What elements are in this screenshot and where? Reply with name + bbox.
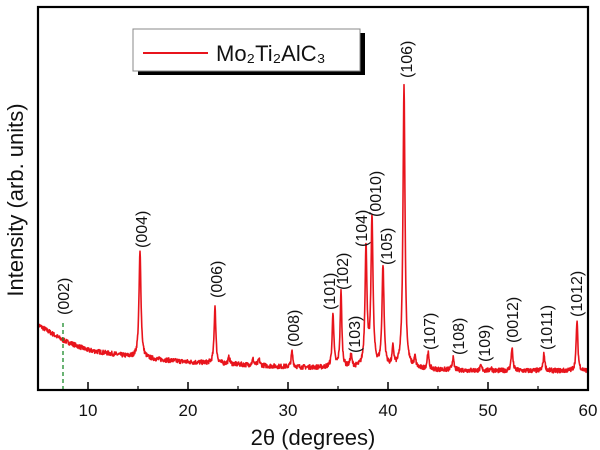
- peak-label: (004): [134, 211, 151, 248]
- peak-marker: [350, 355, 352, 357]
- plot-area: (004) (006) (008) (101)(102) (103) (104)(0010…: [37, 41, 589, 390]
- peak-label: (103): [347, 316, 364, 353]
- peak-marker: [490, 367, 492, 369]
- peak-label: (101): [322, 273, 339, 310]
- x-axis-title: 2θ (degrees): [251, 425, 376, 450]
- peak-marker: [576, 320, 578, 322]
- peak-marker: [214, 305, 216, 307]
- peak-label: (0010): [368, 171, 385, 217]
- peak-marker: [543, 353, 545, 355]
- peak-marker: [139, 251, 141, 253]
- peak-marker: [382, 266, 384, 268]
- peak-label: (102): [335, 253, 352, 290]
- peak-label: (006): [209, 261, 226, 298]
- peak-label: (105): [379, 228, 396, 265]
- legend-box: [132, 28, 361, 72]
- peak-marker: [365, 249, 367, 251]
- xrd-series-line: [37, 83, 589, 374]
- peak-marker: [252, 358, 254, 360]
- peak-label: (107): [422, 313, 439, 350]
- peak-marker: [403, 85, 405, 87]
- peak-marker: [340, 292, 342, 294]
- peak-marker: [332, 312, 334, 314]
- peak-marker: [480, 365, 482, 367]
- peak-label: (1011): [539, 305, 556, 350]
- peak-marker: [291, 351, 293, 353]
- peak-label: (108): [451, 318, 468, 355]
- legend-label: Mo₂Ti₂AlC₃: [216, 41, 326, 66]
- peak-label: (106): [399, 41, 416, 78]
- x-tick-label: 20: [179, 401, 198, 420]
- peak-label: (008): [286, 310, 303, 347]
- peak-marker: [371, 219, 373, 221]
- peak-label: (0012): [505, 297, 522, 343]
- peak-marker: [392, 349, 394, 351]
- peak-marker: [452, 357, 454, 359]
- peak-marker: [427, 352, 429, 354]
- x-tick-label: 40: [379, 401, 398, 420]
- x-tick-label: 60: [579, 401, 598, 420]
- x-tick-label: 10: [79, 401, 98, 420]
- peak-label: (109): [477, 325, 494, 362]
- peak-label: (104): [354, 210, 371, 247]
- x-tick-label: 30: [279, 401, 298, 420]
- peak-marker: [414, 358, 416, 360]
- annotation-label: (002): [56, 278, 73, 315]
- peak-label: (1012): [569, 271, 586, 317]
- x-tick-label: 50: [479, 401, 498, 420]
- legend: Mo₂Ti₂AlC₃: [132, 28, 365, 75]
- x-axis: 10 20 30 40 50 60: [79, 382, 598, 420]
- peak-marker: [511, 347, 513, 349]
- plot-frame: [36, 5, 590, 392]
- peak-marker: [258, 358, 260, 360]
- y-axis-title: Intensity (arb. units): [3, 103, 28, 296]
- peak-marker: [228, 356, 230, 358]
